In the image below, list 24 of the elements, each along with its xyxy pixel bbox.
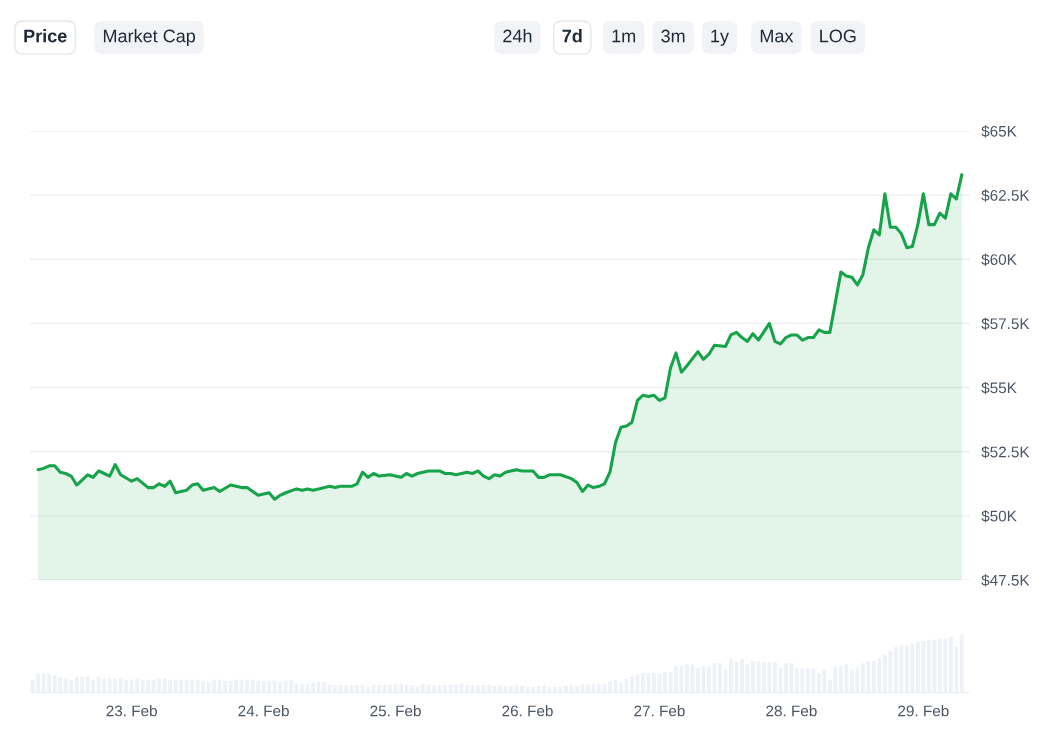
y-tick-label: $62.5K: [981, 189, 1030, 202]
text: 7d: [562, 29, 582, 43]
x-tick-label: 28. Feb: [766, 705, 817, 717]
text: Price: [24, 29, 67, 43]
y-tick-label: $55K: [981, 381, 1017, 395]
x-tick-label: 29. Feb: [898, 705, 949, 717]
text: 24h: [503, 29, 532, 43]
text: 3m: [661, 29, 685, 43]
text: LOG: [820, 29, 856, 43]
x-tick-label: 23. Feb: [106, 705, 157, 717]
text: Market Cap: [103, 29, 196, 46]
y-tick-label: $65K: [981, 125, 1017, 138]
text: 1y: [711, 29, 729, 46]
text: 1m: [612, 29, 636, 43]
y-tick-label: $47.5K: [981, 574, 1030, 587]
y-tick-label: $52.5K: [981, 445, 1030, 459]
x-tick-label: 27. Feb: [634, 705, 685, 717]
text: Max: [760, 29, 794, 43]
y-tick-label: $57.5K: [981, 317, 1030, 331]
y-tick-label: $50K: [981, 510, 1017, 523]
y-tick-label: $60K: [981, 253, 1017, 266]
x-tick-label: 26. Feb: [502, 705, 553, 717]
x-tick-label: 25. Feb: [370, 705, 421, 717]
x-tick-label: 24. Feb: [238, 705, 289, 717]
